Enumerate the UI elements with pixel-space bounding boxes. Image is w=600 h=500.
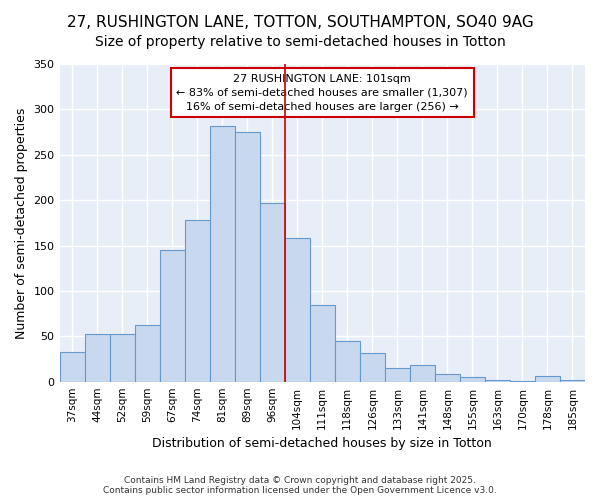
Bar — [360, 352, 385, 382]
Bar — [59, 352, 85, 382]
Bar — [134, 326, 160, 382]
Bar — [485, 380, 510, 382]
Text: 27 RUSHINGTON LANE: 101sqm
← 83% of semi-detached houses are smaller (1,307)
16%: 27 RUSHINGTON LANE: 101sqm ← 83% of semi… — [176, 74, 468, 112]
Bar — [235, 132, 260, 382]
Bar — [560, 380, 585, 382]
Bar — [435, 374, 460, 382]
Bar — [209, 126, 235, 382]
Text: Size of property relative to semi-detached houses in Totton: Size of property relative to semi-detach… — [95, 35, 505, 49]
Bar — [385, 368, 410, 382]
Bar — [460, 377, 485, 382]
Bar — [510, 381, 535, 382]
Bar — [110, 334, 134, 382]
Bar — [310, 306, 335, 382]
Bar — [85, 334, 110, 382]
Bar — [260, 203, 285, 382]
X-axis label: Distribution of semi-detached houses by size in Totton: Distribution of semi-detached houses by … — [152, 437, 492, 450]
Bar — [335, 341, 360, 382]
Bar — [185, 220, 209, 382]
Text: Contains HM Land Registry data © Crown copyright and database right 2025.
Contai: Contains HM Land Registry data © Crown c… — [103, 476, 497, 495]
Bar — [410, 366, 435, 382]
Y-axis label: Number of semi-detached properties: Number of semi-detached properties — [15, 107, 28, 338]
Bar — [160, 250, 185, 382]
Bar — [285, 238, 310, 382]
Text: 27, RUSHINGTON LANE, TOTTON, SOUTHAMPTON, SO40 9AG: 27, RUSHINGTON LANE, TOTTON, SOUTHAMPTON… — [67, 15, 533, 30]
Bar — [535, 376, 560, 382]
